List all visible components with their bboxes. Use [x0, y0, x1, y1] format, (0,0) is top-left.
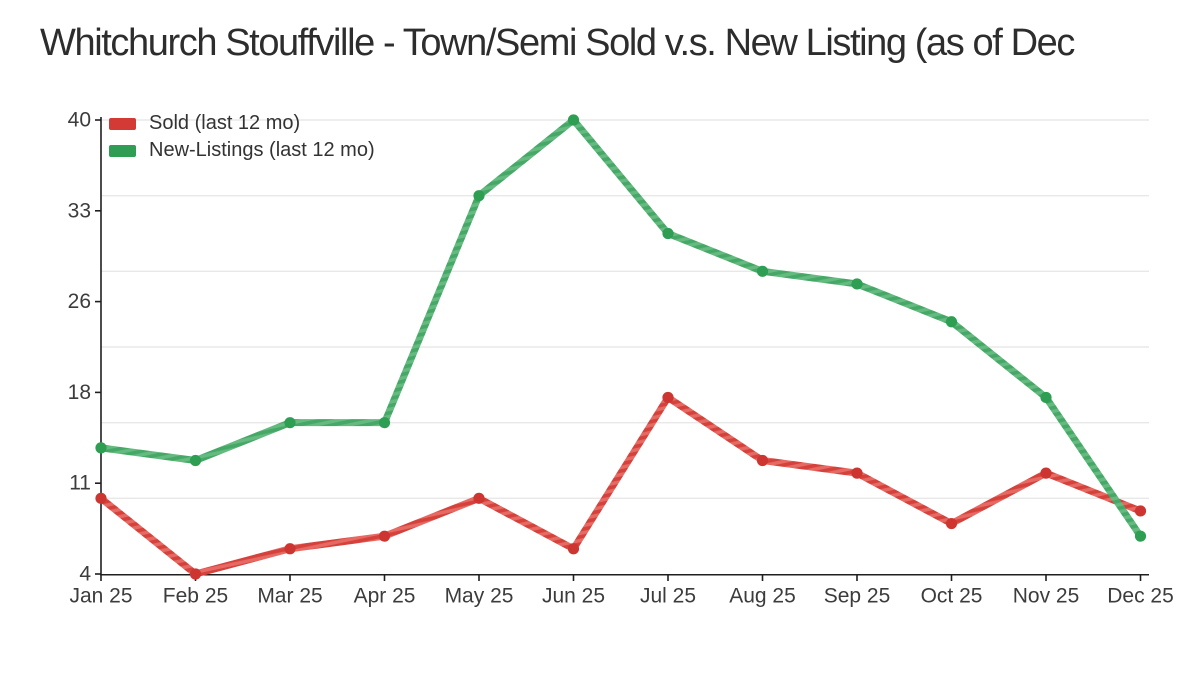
chart-legend: Sold (last 12 mo) New-Listings (last 12 m…: [109, 110, 375, 164]
x-tick-label: Oct 25: [921, 585, 983, 608]
data-point-new-listings-jul-25[interactable]: [662, 227, 674, 240]
data-point-new-listings-oct-25[interactable]: [945, 316, 958, 328]
y-tick-label: 11: [69, 472, 91, 495]
data-point-new-listings-mar-25[interactable]: [284, 417, 296, 429]
x-tick-label: Apr 25: [354, 585, 416, 608]
y-tick-label: 26: [68, 290, 91, 313]
legend-swatch-sold: [109, 117, 136, 130]
data-point-new-listings-sep-25[interactable]: [851, 278, 863, 290]
legend-label-new-listings: New-Listings (last 12 mo): [149, 139, 375, 161]
data-point-new-listings-jun-25[interactable]: [567, 114, 580, 126]
x-tick-label: Dec 25: [1107, 585, 1174, 608]
x-tick-label: Nov 25: [1013, 585, 1080, 608]
data-point-sold-aug-25[interactable]: [756, 454, 769, 467]
x-tick-label: Sep 25: [824, 585, 891, 608]
x-tick-label: Jan 25: [69, 585, 132, 608]
data-point-new-listings-apr-25[interactable]: [378, 417, 391, 429]
data-point-sold-sep-25[interactable]: [851, 467, 863, 479]
y-tick-label: 33: [68, 199, 91, 222]
data-point-sold-dec-25[interactable]: [1134, 505, 1147, 517]
x-tick-label: Jul 25: [640, 585, 696, 608]
x-tick-label: May 25: [445, 585, 514, 608]
data-point-sold-may-25[interactable]: [473, 492, 485, 504]
data-point-new-listings-nov-25[interactable]: [1040, 391, 1052, 404]
x-tick-label: Mar 25: [257, 585, 322, 608]
series-line-sold: [97, 393, 1144, 578]
x-tick-label: Jun 25: [542, 585, 605, 608]
series-line-new-listings: [97, 116, 1144, 540]
data-point-sold-feb-25[interactable]: [189, 568, 202, 580]
data-point-new-listings-jan-25[interactable]: [95, 442, 107, 454]
data-point-new-listings-feb-25[interactable]: [189, 454, 202, 467]
legend-swatch-new-listings: [109, 144, 136, 157]
y-tick-label: 40: [68, 109, 91, 132]
series-group: [95, 114, 1147, 580]
y-tick-label: 18: [68, 381, 91, 404]
data-point-sold-mar-25[interactable]: [284, 543, 296, 555]
x-tick-label: Feb 25: [163, 585, 228, 608]
gridlines-group: [101, 119, 1149, 500]
data-point-sold-apr-25[interactable]: [378, 530, 391, 542]
data-point-sold-oct-25[interactable]: [945, 517, 958, 530]
legend-item-new-listings[interactable]: New-Listings (last 12 mo): [109, 137, 375, 164]
legend-label-sold: Sold (last 12 mo): [149, 112, 301, 134]
legend-item-sold[interactable]: Sold (last 12 mo): [109, 110, 375, 137]
data-point-sold-nov-25[interactable]: [1040, 467, 1052, 479]
x-tick-label: Aug 25: [729, 585, 796, 608]
data-point-new-listings-aug-25[interactable]: [756, 265, 769, 277]
y-tick-label: 4: [79, 563, 91, 586]
data-point-sold-jan-25[interactable]: [95, 492, 107, 504]
data-point-sold-jul-25[interactable]: [662, 391, 674, 404]
data-point-new-listings-dec-25[interactable]: [1134, 530, 1147, 542]
chart-title: Whitchurch Stouffville - Town/Semi Sold …: [40, 22, 1075, 64]
data-point-new-listings-may-25[interactable]: [473, 190, 485, 202]
data-point-sold-jun-25[interactable]: [567, 543, 580, 555]
